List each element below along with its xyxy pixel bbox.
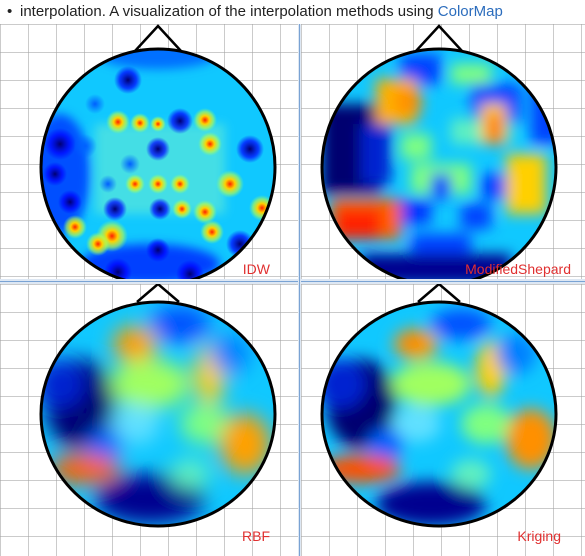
idw-head-map xyxy=(39,24,277,279)
idw-panel: IDW xyxy=(0,24,298,279)
idw-blobs xyxy=(43,66,275,279)
modified-shepard-nose xyxy=(415,24,463,52)
kriging-panel: Kriging xyxy=(301,284,585,556)
intro-sentence: interpolation. A visualization of the in… xyxy=(20,3,438,20)
rbf-head-map xyxy=(39,284,277,528)
kriging-label: Kriging xyxy=(517,528,561,544)
vertical-splitter-line xyxy=(299,24,300,556)
idw-head-outline xyxy=(39,47,277,279)
idw-label: IDW xyxy=(242,261,270,277)
horizontal-splitter[interactable] xyxy=(0,279,585,284)
colormap-link[interactable]: ColorMap xyxy=(437,3,503,20)
intro-line: • interpolation. A visualization of the … xyxy=(0,0,585,24)
rbf-panel: RBF xyxy=(0,284,298,556)
intro-text: interpolation. A visualization of the in… xyxy=(20,0,503,24)
vertical-splitter[interactable] xyxy=(298,24,301,556)
idw-nose xyxy=(134,24,182,52)
bullet-point: • xyxy=(7,3,13,20)
modified-shepard-head-outline xyxy=(320,47,558,279)
modified-shepard-panel: ModifiedShepard xyxy=(301,24,585,279)
rbf-label: RBF xyxy=(242,528,270,544)
kriging-nose xyxy=(417,284,461,303)
kriging-head-map xyxy=(320,284,558,528)
modified-shepard-label: ModifiedShepard xyxy=(465,261,571,277)
horizontal-splitter-line xyxy=(0,281,585,282)
kriging-head-outline xyxy=(320,300,558,528)
rbf-nose xyxy=(136,284,180,303)
rbf-head-outline xyxy=(39,300,277,528)
modified-shepard-head-map xyxy=(320,24,558,279)
